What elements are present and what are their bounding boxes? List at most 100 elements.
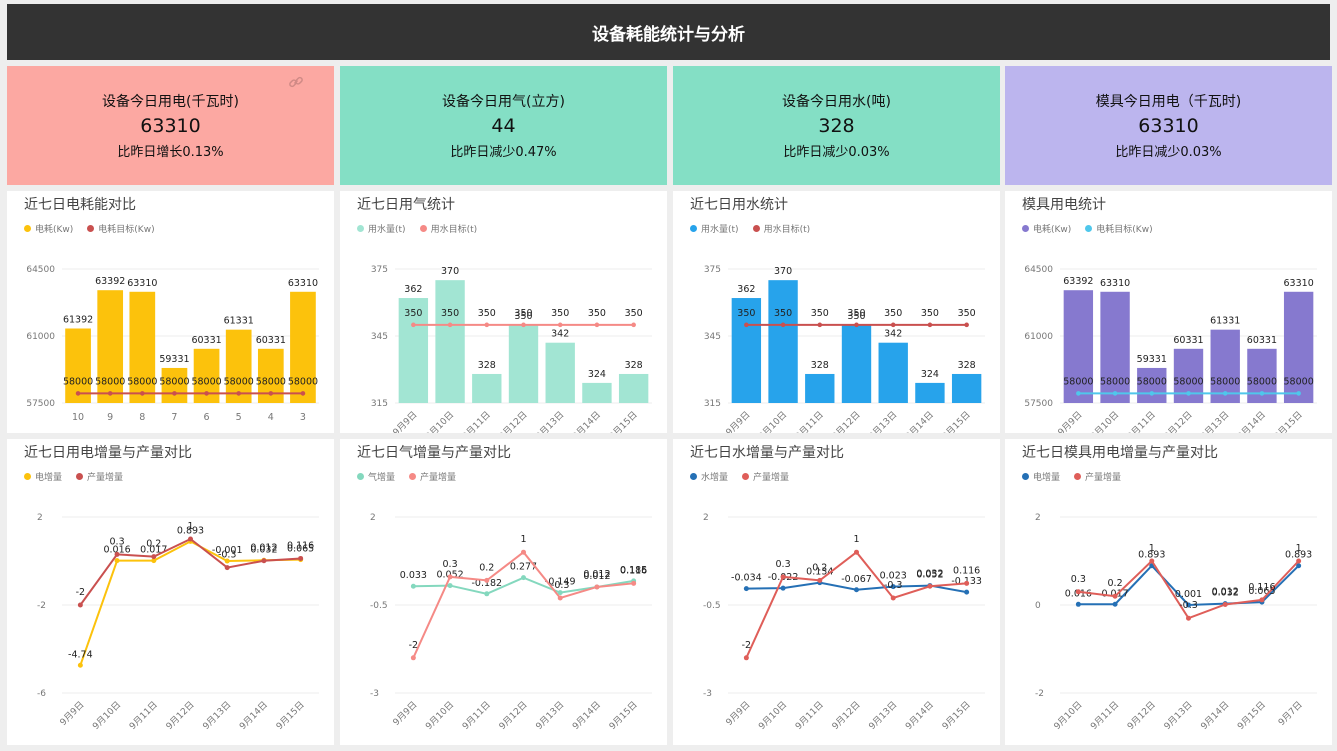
page-header: 设备耗能统计与分析 [7, 4, 1330, 60]
line-point [631, 322, 636, 328]
y-tick-label: 61000 [1024, 332, 1053, 342]
line-point [557, 595, 563, 601]
line-point [75, 391, 81, 396]
line-value-label: 350 [811, 308, 829, 319]
legend-label: 电耗(Kw) [35, 225, 74, 235]
legend-marker [690, 225, 697, 232]
chart-panel-mold-electricity: 模具用电统计 电耗(Kw) 电耗目标(Kw) 57500 61000 64500 63… [1005, 191, 1332, 433]
chart-legend[interactable]: 用水量(t) 用水目标(t) [357, 222, 477, 235]
line-point [521, 549, 526, 555]
line-value-label: 58000 [256, 376, 286, 387]
x-tick-label: 9月15日 [274, 699, 307, 732]
chart-legend[interactable]: 电增量 产量增量 [24, 470, 123, 483]
line-point [854, 549, 859, 555]
line-value-label: 58000 [63, 376, 93, 387]
line-point [780, 585, 786, 591]
bar [1063, 290, 1094, 403]
x-tick-label: 9月9日 [391, 409, 420, 433]
legend-marker [76, 473, 84, 480]
chart-title: 模具用电统计 [1022, 197, 1106, 213]
point-value-label: -0.034 [731, 573, 762, 584]
bar-value-label: 324 [921, 369, 939, 380]
legend-label: 产量增量 [1085, 473, 1122, 483]
line-point [447, 574, 453, 580]
chart-canvas: -2020.0160.0170.8930.0010.0320.0650.8930… [1035, 513, 1317, 732]
line-point [114, 558, 120, 564]
chart-legend[interactable]: 电增量 产量增量 [1022, 470, 1121, 483]
point-value-label: -2 [409, 640, 418, 651]
chart-panel-electricity-increment: 近七日用电增量与产量对比 电增量 产量增量 -6 -2 2 -4.74 0.016 0.0… [7, 439, 334, 745]
chart-canvas: 315 345 375 362 370 328 350 342 324 328 350 350 350 3… [704, 265, 985, 433]
legend-marker [1022, 225, 1029, 232]
point-value-label: 1 [1149, 543, 1155, 554]
bar [841, 324, 872, 403]
point-value-label: 0.3 [1071, 574, 1086, 585]
x-tick-label: 9月10日 [1089, 409, 1122, 433]
line-value-label: 350 [847, 308, 865, 319]
line-value-label: 350 [921, 308, 939, 319]
y-tick-label: 0 [1035, 601, 1041, 611]
line-point [854, 587, 859, 593]
line-point [631, 580, 637, 586]
legend-label: 电增量 [35, 473, 63, 483]
x-tick-label: 9月12日 [497, 409, 530, 433]
point-value-label: 0.2 [146, 539, 161, 550]
chart-legend[interactable]: 电耗(Kw) 电耗目标(Kw) [24, 222, 155, 235]
bar [472, 373, 502, 403]
y-tick-label: 315 [371, 399, 388, 409]
line-value-label: 58000 [1137, 376, 1167, 387]
line-point [410, 583, 416, 589]
bar [290, 291, 316, 403]
point-value-label: 0.116 [620, 565, 647, 576]
x-tick-label: 9月11日 [1089, 699, 1122, 732]
link-icon[interactable] [288, 74, 304, 90]
line-point [1149, 558, 1155, 564]
x-tick-label: 8 [139, 412, 145, 423]
bar-value-label: 61331 [224, 316, 254, 327]
chart-panel-mold-increment: 近七日模具用电增量与产量对比 电增量 产量增量 -2020.0160.0170.… [1005, 439, 1332, 745]
bar [1283, 291, 1314, 403]
chart-legend[interactable]: 电耗(Kw) 电耗目标(Kw) [1022, 222, 1153, 235]
bar-value-label: 328 [478, 360, 496, 371]
line-point [268, 391, 274, 396]
legend-marker [409, 473, 417, 480]
x-tick-label: 9月10日 [757, 699, 790, 732]
bar-value-label: 63310 [127, 278, 157, 289]
chart-title: 近七日用水统计 [690, 197, 788, 213]
x-tick-label: 7 [171, 412, 177, 423]
point-value-label: 0.3 [443, 559, 458, 570]
line-point [204, 391, 209, 396]
line-point [890, 322, 896, 328]
point-value-label: 0.2 [479, 562, 494, 573]
point-value-label: -0.3 [218, 550, 237, 561]
x-tick-label: 9月13日 [534, 409, 567, 433]
x-tick-label: 9月11日 [460, 409, 493, 433]
y-tick-label: 57500 [26, 399, 55, 409]
line-point [1296, 563, 1302, 569]
legend-marker [419, 225, 427, 232]
line-point [927, 322, 933, 328]
line-point [261, 558, 267, 564]
chart-legend[interactable]: 气增量 产量增量 [357, 470, 456, 483]
line-point [411, 322, 416, 328]
chart-title: 近七日用气统计 [357, 197, 455, 213]
line-value-label: 58000 [288, 376, 318, 387]
line-point [484, 322, 490, 328]
x-tick-label: 9月14日 [1235, 409, 1268, 433]
line-point [77, 662, 83, 668]
bar-value-label: 324 [588, 369, 606, 380]
y-tick-label: -2 [37, 601, 46, 611]
point-value-label: 0.893 [177, 525, 204, 536]
bar [582, 382, 612, 403]
x-tick-label: 9月13日 [1199, 409, 1232, 433]
bar-value-label: 60331 [191, 335, 221, 346]
legend-label: 产量增量 [87, 473, 124, 483]
line-point [780, 322, 786, 328]
x-tick-label: 9月11日 [793, 699, 826, 732]
point-value-label: 1 [853, 534, 859, 545]
point-value-label: 0.032 [250, 544, 277, 555]
line-value-label: 350 [958, 308, 976, 319]
chart-legend[interactable]: 水增量 产量增量 [690, 470, 789, 483]
chart-legend[interactable]: 用水量(t) 用水目标(t) [690, 222, 810, 235]
bar [1137, 367, 1167, 403]
